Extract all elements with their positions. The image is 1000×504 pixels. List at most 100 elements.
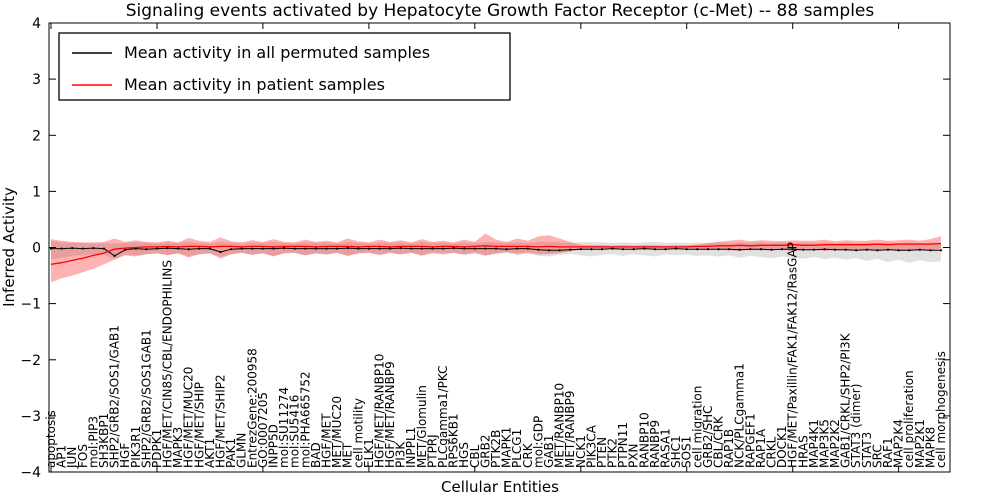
- entity-label: MET/Glomulin: [415, 385, 429, 468]
- entity-label: RANBP10: [637, 412, 651, 468]
- data-point-marker: [124, 248, 127, 251]
- entity-label: cell motility: [351, 398, 365, 468]
- entity-label: SOS1: [680, 436, 694, 468]
- data-point-marker: [441, 247, 445, 250]
- data-point-marker: [865, 248, 868, 251]
- entity-label: STAT3: [860, 432, 874, 468]
- data-point-marker: [675, 247, 678, 250]
- entity-label: CRK: [521, 442, 535, 468]
- y-tick-label: 0: [32, 241, 41, 257]
- plot-area: apoptosisAP1JUNFOSmol:PIP3SH3KBP1SHP2/GR…: [20, 16, 951, 481]
- data-point-marker: [473, 247, 476, 250]
- entity-label: PAK1: [224, 438, 238, 468]
- entity-label: JUN: [65, 447, 79, 469]
- entity-label: HGF/MET/SHIP2: [214, 374, 228, 468]
- data-point-marker: [505, 248, 508, 251]
- entity-label: MAPK8: [923, 427, 937, 468]
- data-point-marker: [113, 254, 116, 257]
- entity-label: STAT3 (dimer): [849, 384, 863, 468]
- data-point-marker: [60, 247, 63, 250]
- data-point-marker: [908, 249, 911, 252]
- data-point-marker: [251, 247, 254, 250]
- entity-label: PTPN11: [616, 422, 630, 468]
- entity-label: NCK/PLCgamma1: [733, 363, 747, 468]
- legend-label-permuted: Mean activity in all permuted samples: [124, 43, 430, 62]
- data-point-marker: [706, 248, 710, 251]
- entity-label: PXN: [627, 444, 641, 468]
- data-point-marker: [155, 247, 159, 250]
- data-point-marker: [833, 248, 837, 251]
- entity-label: HGF/MET/RANBP9: [383, 361, 397, 468]
- entity-label: mol:PIP3: [86, 416, 100, 468]
- data-point-marker: [378, 247, 381, 250]
- entity-label: mol:SU11274: [277, 387, 291, 468]
- patient-mean-line: [50, 242, 942, 265]
- entity-label: mol:GDP: [531, 416, 545, 468]
- data-point-marker: [855, 249, 858, 252]
- data-point-marker: [759, 248, 763, 251]
- data-point-marker: [802, 248, 805, 251]
- data-point-marker: [494, 247, 498, 250]
- entity-label: RPS6KB1: [447, 413, 461, 468]
- entity-label: RANBP9: [648, 420, 662, 468]
- legend-label-patient: Mean activity in patient samples: [124, 75, 385, 94]
- y-tick-label: 3: [32, 72, 41, 88]
- entity-label: HRAS: [796, 435, 810, 468]
- data-point-marker: [177, 247, 180, 250]
- entity-label: RAP1A: [754, 428, 768, 468]
- data-point-marker: [558, 249, 561, 252]
- data-point-marker: [102, 247, 106, 250]
- data-point-marker: [166, 247, 169, 250]
- data-point-marker: [611, 247, 614, 250]
- y-tick-label: −3: [20, 409, 41, 425]
- data-point-marker: [145, 248, 148, 251]
- entity-label: INPPL1: [404, 427, 418, 468]
- x-axis-label: Cellular Entities: [441, 478, 559, 496]
- entity-label: MAP2K4: [892, 419, 906, 468]
- entity-label: AP1: [55, 445, 69, 468]
- data-point-marker: [431, 247, 434, 250]
- data-point-marker: [283, 247, 286, 250]
- entity-label: PDPK1: [150, 429, 164, 468]
- entity-label: SHC1: [669, 435, 683, 468]
- chart-title: Signaling events activated by Hepatocyte…: [126, 1, 875, 21]
- data-point-marker: [71, 247, 74, 250]
- data-point-marker: [844, 248, 847, 251]
- y-tick-label: −1: [20, 297, 41, 313]
- data-point-marker: [696, 248, 699, 251]
- y-axis-label: Inferred Activity: [0, 187, 18, 307]
- entity-label: MAPK3: [171, 427, 185, 468]
- entity-label: PLCG1: [510, 429, 524, 468]
- entity-label: HGF/MET/Paxillin/FAK1/FAK12/RasGAP: [786, 242, 800, 468]
- entity-label: RASA1: [659, 428, 673, 468]
- data-point-marker: [897, 249, 900, 252]
- data-point-marker: [198, 247, 201, 250]
- entity-label: HGF/MET/MUC20: [182, 367, 196, 468]
- data-point-marker: [823, 248, 826, 251]
- entity-label: FOS: [76, 444, 90, 468]
- entity-label: PTK2B: [489, 430, 503, 468]
- entity-label: cell morphogenesis: [934, 351, 948, 468]
- data-point-marker: [314, 247, 317, 250]
- data-point-marker: [304, 247, 307, 250]
- data-point-marker: [516, 247, 519, 250]
- data-point-marker: [781, 248, 784, 251]
- entity-label: mol:PHA665752: [298, 371, 312, 468]
- data-point-marker: [569, 248, 572, 251]
- data-point-marker: [336, 247, 339, 250]
- data-point-marker: [770, 248, 773, 251]
- data-point-marker: [728, 248, 731, 251]
- data-point-marker: [717, 248, 720, 251]
- entity-label: SHP2/GRB2/SOS1GAB1: [139, 329, 153, 468]
- data-point-marker: [92, 247, 95, 250]
- entity-label: PTK2: [606, 438, 620, 468]
- data-point-marker: [643, 247, 646, 250]
- data-point-marker: [876, 249, 879, 252]
- data-point-marker: [187, 248, 190, 251]
- data-point-marker: [939, 249, 943, 252]
- entity-label: HGF/MET/RANBP10: [373, 354, 387, 468]
- entity-label: RAP1B: [722, 429, 736, 468]
- entity-label: apoptosis: [44, 410, 58, 468]
